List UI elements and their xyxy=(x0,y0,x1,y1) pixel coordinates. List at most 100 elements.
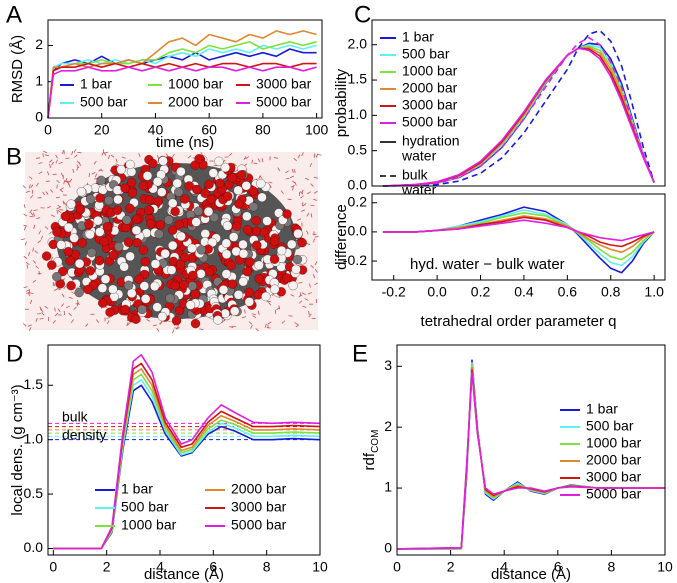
x-tick-label: 4 xyxy=(500,559,508,575)
y-tick-label: 1 xyxy=(384,479,392,495)
y-tick-label: 1 xyxy=(35,72,43,88)
water-molecule xyxy=(313,238,315,243)
series-line xyxy=(382,212,655,261)
legend-label: 2000 bar xyxy=(586,452,642,468)
water-molecule xyxy=(56,179,60,184)
y-axis-label: probability xyxy=(333,68,350,137)
water-molecule xyxy=(56,287,61,291)
water-molecule xyxy=(39,308,44,312)
atom xyxy=(172,178,182,189)
legend-label: 5000 bar xyxy=(402,114,458,130)
atom xyxy=(125,251,135,262)
water-molecule xyxy=(266,326,271,329)
atom xyxy=(220,162,230,173)
water-molecule xyxy=(74,154,78,158)
water-molecule xyxy=(44,226,49,230)
atom xyxy=(261,291,271,302)
atom xyxy=(132,237,142,248)
atom xyxy=(176,166,186,177)
water-molecule xyxy=(33,209,38,211)
annotation: bulk xyxy=(62,409,89,425)
panel-letter: B xyxy=(6,143,22,170)
atom xyxy=(288,280,298,291)
water-molecule xyxy=(67,180,70,185)
water-molecule xyxy=(307,292,312,295)
x-tick-label: 10 xyxy=(657,559,673,575)
atom xyxy=(204,179,214,190)
water-molecule xyxy=(54,312,59,317)
water-molecule xyxy=(56,209,59,214)
water-molecule xyxy=(35,265,39,269)
water-molecule xyxy=(38,230,42,235)
x-axis-label: distance (Å) xyxy=(491,566,571,583)
atom xyxy=(218,285,229,295)
water-molecule xyxy=(103,152,107,156)
water-molecule xyxy=(264,323,267,328)
water-molecule xyxy=(61,293,65,298)
atom xyxy=(56,240,66,250)
water-molecule xyxy=(30,194,34,199)
atom xyxy=(60,211,71,221)
atom xyxy=(180,252,190,263)
y-tick-label: 0.0 xyxy=(348,223,368,239)
x-axis-label: time (ns) xyxy=(156,134,214,151)
legend-label: 1 bar xyxy=(402,29,434,45)
water-molecule xyxy=(93,160,97,165)
atom xyxy=(190,289,200,299)
y-tick-label: 1.0 xyxy=(24,430,44,446)
water-molecule xyxy=(307,191,311,195)
water-molecule xyxy=(60,187,64,191)
series-line xyxy=(47,41,317,119)
legend-label: 5000 bar xyxy=(256,94,312,110)
water-molecule xyxy=(71,291,75,295)
atom xyxy=(144,195,155,205)
y-axis-label-main: probability xyxy=(333,68,350,137)
x-tick-label: 6 xyxy=(554,559,562,575)
atom xyxy=(142,171,153,181)
y-axis-label: difference xyxy=(333,204,350,270)
y-axis-label-sub: COM xyxy=(370,430,381,453)
atom xyxy=(125,159,135,170)
water-molecule xyxy=(200,152,203,156)
y-axis-label: RMSD (Å) xyxy=(9,35,26,103)
atom xyxy=(229,232,239,242)
water-molecule xyxy=(306,230,309,235)
atom xyxy=(214,156,224,167)
atom xyxy=(131,225,142,235)
water-molecule xyxy=(241,316,247,319)
y-axis-label: local dens. (g cm⁻³) xyxy=(9,384,26,515)
x-axis-label: tetrahedral order parameter q xyxy=(421,313,617,330)
atom xyxy=(66,281,76,291)
legend-label: 5000 bar xyxy=(231,517,287,533)
atom xyxy=(236,170,247,180)
water-molecule xyxy=(172,329,175,334)
atom xyxy=(176,231,186,242)
series-line xyxy=(382,219,655,242)
atom xyxy=(108,250,119,260)
atom xyxy=(123,280,134,290)
atom xyxy=(113,194,123,205)
atom xyxy=(242,225,253,235)
atom xyxy=(276,245,287,256)
water-molecule xyxy=(106,317,111,319)
water-molecule xyxy=(63,201,67,206)
water-molecule xyxy=(281,320,286,324)
water-molecule xyxy=(314,236,319,238)
water-molecule xyxy=(310,213,313,218)
water-molecule xyxy=(25,190,30,193)
atom xyxy=(282,273,292,283)
atom xyxy=(245,257,255,267)
plot-frame xyxy=(371,19,666,187)
atom xyxy=(157,311,168,322)
atom xyxy=(168,198,178,208)
atom xyxy=(234,199,244,209)
y-tick-label: 3 xyxy=(384,357,392,373)
water-molecule xyxy=(221,319,225,324)
water-molecule xyxy=(306,243,311,245)
water-molecule xyxy=(24,241,27,246)
water-molecule xyxy=(41,312,45,316)
water-molecule xyxy=(159,320,163,325)
atom xyxy=(160,249,170,259)
water-molecule xyxy=(267,321,272,325)
atom xyxy=(238,276,248,287)
